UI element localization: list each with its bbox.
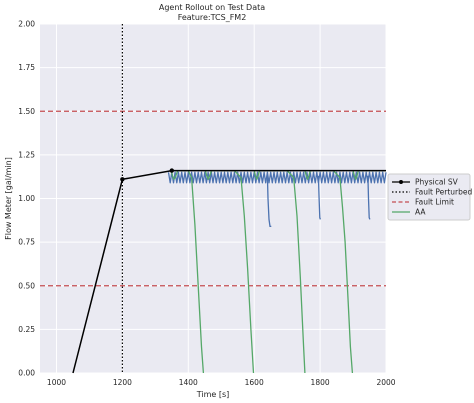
blue-series-dip-2 [367, 175, 371, 220]
y-tick-label: 0.50 [18, 281, 35, 290]
blue-series-line [167, 171, 387, 184]
legend-label: Physical SV [415, 178, 459, 187]
tick-labels: 1000 1200 1400 1600 1800 2000 0.00 0.25 0.50 0.75… [18, 20, 395, 388]
x-tick-label: 1200 [113, 378, 132, 387]
y-axis-label: Flow Meter [gal/min] [4, 157, 13, 240]
y-tick-label: 1.00 [18, 194, 35, 203]
y-tick-label: 0.75 [18, 238, 35, 247]
legend-label: Fault Limit [415, 198, 454, 207]
physical-sv-marker [169, 168, 175, 173]
chart-title-group: Agent Rollout on Test Data Feature:TCS_F… [159, 3, 265, 22]
x-axis-label: Time [s] [196, 390, 230, 399]
legend-label: Fault Perturbed [415, 188, 472, 197]
reference-lines [40, 24, 386, 373]
x-tick-label: 1000 [47, 378, 66, 387]
legend-marker [399, 180, 403, 184]
chart-title: Agent Rollout on Test Data [159, 3, 265, 12]
y-tick-label: 0.00 [18, 369, 35, 378]
series-layer [72, 168, 387, 374]
blue-series-dip-1 [317, 175, 322, 220]
y-tick-label: 1.25 [18, 150, 35, 159]
x-tick-label: 1400 [179, 378, 198, 387]
blue-series-dip-0 [266, 175, 272, 228]
y-tick-label: 0.25 [18, 325, 35, 334]
physical-sv-marker [120, 177, 125, 182]
y-tick-label: 1.50 [18, 107, 35, 116]
x-tick-label: 1800 [311, 378, 330, 387]
legend-box [387, 173, 471, 221]
y-tick-label: 2.00 [18, 20, 35, 29]
physical-sv-line [72, 169, 386, 374]
x-tick-label: 2000 [376, 378, 395, 387]
x-tick-label: 1600 [245, 378, 264, 387]
legend-label: AA [415, 208, 426, 217]
y-tick-label: 1.75 [18, 63, 35, 72]
chart-subtitle: Feature:TCS_FM2 [178, 13, 247, 22]
